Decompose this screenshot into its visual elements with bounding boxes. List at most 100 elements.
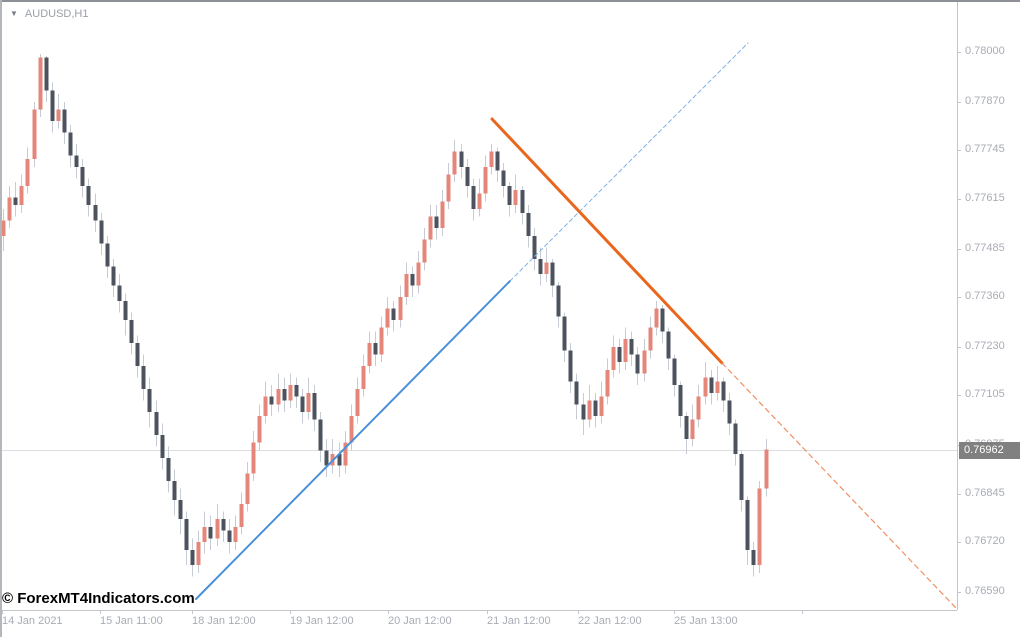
uptrend-line[interactable] xyxy=(195,280,511,600)
candle-body xyxy=(532,235,537,259)
candle-body xyxy=(513,189,518,206)
candle-body xyxy=(373,343,378,355)
candle-body xyxy=(538,258,543,275)
candle-body xyxy=(623,339,628,363)
candle-body xyxy=(410,274,415,286)
candle-body xyxy=(757,488,762,566)
window-border-left xyxy=(0,0,2,637)
candle-body xyxy=(1,220,6,236)
candle-body xyxy=(715,381,720,393)
candle-body xyxy=(123,300,128,321)
candle-body xyxy=(391,308,396,321)
candle-body xyxy=(440,201,445,229)
candle-body xyxy=(398,297,403,321)
candle-body xyxy=(739,454,744,501)
price-axis-label: 0.77485 xyxy=(965,242,1005,254)
candle-body xyxy=(227,530,232,543)
candle-body xyxy=(288,385,293,401)
candle-body xyxy=(666,331,671,359)
candle-body xyxy=(7,197,12,221)
candle-body xyxy=(154,412,159,435)
candle-body xyxy=(105,243,110,267)
price-axis-label: 0.76845 xyxy=(965,487,1005,499)
candle-body xyxy=(751,549,756,566)
candle-body xyxy=(648,327,653,351)
candle-body xyxy=(446,174,451,202)
candle-body xyxy=(660,308,665,332)
candle-body xyxy=(507,186,512,206)
symbol-label-text: AUDUSD,H1 xyxy=(24,8,89,20)
candle-body xyxy=(202,526,207,543)
candle-body xyxy=(690,419,695,439)
candle-body xyxy=(642,350,647,374)
candle-body xyxy=(257,415,262,443)
candle-body xyxy=(312,392,317,420)
uptrend-extension-line[interactable] xyxy=(509,42,749,282)
candle-body xyxy=(38,57,43,110)
candle-body xyxy=(178,500,183,520)
candle-body xyxy=(99,220,104,244)
candle-body xyxy=(25,159,30,187)
window-border-top xyxy=(0,0,1020,2)
price-axis-label: 0.76720 xyxy=(965,535,1005,547)
candle-body xyxy=(196,542,201,566)
candle-body xyxy=(117,285,122,301)
candle-body xyxy=(251,442,256,474)
downtrend-line[interactable] xyxy=(490,117,724,365)
candle-body xyxy=(654,308,659,328)
symbol-label[interactable]: ▼ AUDUSD,H1 xyxy=(10,8,89,20)
candle-body xyxy=(556,285,561,317)
candle-body xyxy=(672,358,677,386)
candle-body xyxy=(471,186,476,210)
candle-body xyxy=(635,354,640,374)
candle-body xyxy=(465,166,470,187)
candle-body xyxy=(703,377,708,397)
candle-body xyxy=(324,450,329,466)
candle-body xyxy=(544,262,549,275)
candle-body xyxy=(684,415,689,439)
candle-body xyxy=(221,519,226,531)
candle-body xyxy=(696,396,701,420)
candle-body xyxy=(629,339,634,355)
candle-body xyxy=(74,155,79,167)
candle-body xyxy=(379,327,384,355)
candle-body xyxy=(294,385,299,397)
candle-body xyxy=(404,274,409,298)
candle-body xyxy=(111,266,116,286)
candle-body xyxy=(355,389,360,416)
candle-body xyxy=(318,419,323,451)
candle-body xyxy=(361,366,366,390)
time-axis-label: 20 Jan 12:00 xyxy=(388,615,452,627)
candle-body xyxy=(568,350,573,382)
candle-body xyxy=(276,389,281,405)
candle-body xyxy=(385,308,390,328)
candle-body xyxy=(617,346,622,363)
candle-body xyxy=(428,216,433,240)
candle-body xyxy=(343,442,348,466)
candle-body xyxy=(190,549,195,566)
candle-body xyxy=(147,389,152,412)
candle-body xyxy=(68,132,73,156)
candle-body xyxy=(19,186,24,206)
current-price-badge: 0.76962 xyxy=(959,442,1020,459)
price-axis-label: 0.77105 xyxy=(965,388,1005,400)
watermark: © ForexMT4Indicators.com xyxy=(2,590,195,607)
candle-body xyxy=(32,109,37,160)
candle-body xyxy=(349,415,354,443)
candle-body xyxy=(263,396,268,416)
candle-body xyxy=(611,346,616,370)
candle-body xyxy=(239,503,244,527)
candle-body xyxy=(62,109,67,133)
downtrend-extension-line[interactable] xyxy=(721,362,957,609)
candle-body xyxy=(269,396,274,405)
candle-body xyxy=(562,316,567,351)
candle-body xyxy=(721,381,726,401)
candle-body xyxy=(452,151,457,175)
candle-body xyxy=(434,216,439,229)
candle-body xyxy=(678,385,683,416)
candle-body xyxy=(80,166,85,187)
candle-body xyxy=(129,320,134,344)
time-axis-label: 25 Jan 13:00 xyxy=(674,615,738,627)
price-axis-label: 0.77615 xyxy=(965,192,1005,204)
